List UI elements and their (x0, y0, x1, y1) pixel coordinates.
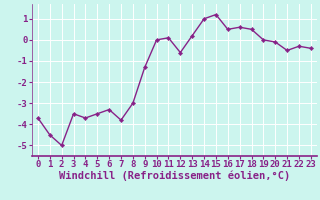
X-axis label: Windchill (Refroidissement éolien,°C): Windchill (Refroidissement éolien,°C) (59, 171, 290, 181)
